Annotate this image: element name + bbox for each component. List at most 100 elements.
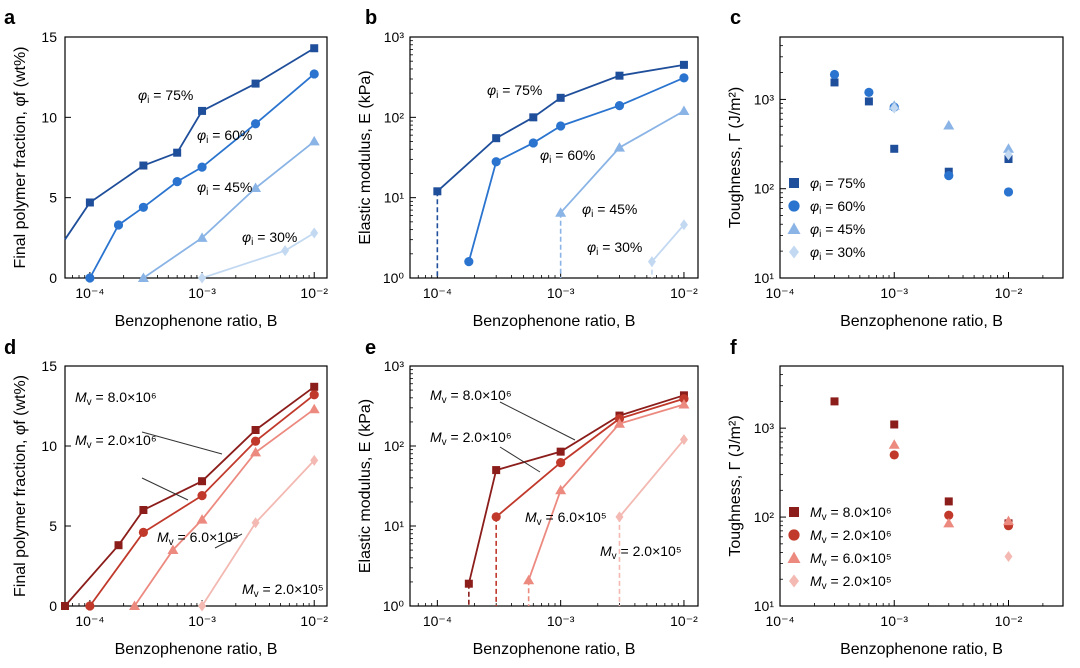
series-annotation: φi = 75% <box>138 87 193 106</box>
x-tick-label: 10⁻³ <box>547 285 575 301</box>
x-axis-label: Benzophenone ratio, B <box>115 641 278 658</box>
series-annotation: φi = 45% <box>197 179 252 198</box>
data-point <box>250 446 262 457</box>
legend-marker <box>789 178 799 188</box>
data-point <box>491 157 501 167</box>
data-point <box>251 79 260 88</box>
y-tick-label: 10² <box>384 438 405 454</box>
legend-marker <box>788 529 800 541</box>
data-point <box>1002 143 1014 153</box>
legend-marker <box>789 574 799 588</box>
data-point <box>944 510 954 520</box>
y-tick-label: 10¹ <box>384 518 405 534</box>
series-1 <box>64 44 319 240</box>
series-3 <box>523 399 690 606</box>
y-tick-label: 10¹ <box>754 270 775 286</box>
panel-letter: d <box>4 337 16 359</box>
series-4 <box>615 434 688 606</box>
series-annotation: Mv = 8.0×10⁶ <box>430 387 512 406</box>
data-point <box>888 439 900 449</box>
y-tick-label: 10⁰ <box>383 270 405 286</box>
data-point <box>310 44 319 53</box>
data-point <box>113 220 124 230</box>
data-point <box>250 182 262 193</box>
leader-line <box>499 446 541 473</box>
series-4 <box>198 227 319 284</box>
data-point <box>890 144 899 153</box>
x-tick-label: 10⁻⁴ <box>423 613 452 629</box>
y-axis-label: Elastic modulus, E (kPa) <box>357 70 374 244</box>
data-point <box>944 171 954 181</box>
legend-marker <box>788 200 800 212</box>
data-point <box>138 202 149 212</box>
y-tick-label: 15 <box>41 29 57 45</box>
y-tick-label: 5 <box>49 190 57 206</box>
data-point <box>85 273 95 283</box>
series-4 <box>890 102 1013 161</box>
y-tick-label: 0 <box>49 270 57 286</box>
x-tick-label: 10⁻² <box>670 613 698 629</box>
data-point <box>251 517 260 529</box>
series-annotation: φi = 30% <box>587 239 642 258</box>
series-line <box>64 386 315 607</box>
panel-letter: c <box>730 7 741 29</box>
data-point <box>864 97 873 106</box>
legend-label: φi = 75% <box>810 175 865 194</box>
data-point <box>61 602 69 610</box>
x-tick-label: 10⁻⁴ <box>766 613 795 629</box>
y-tick-label: 10¹ <box>754 598 775 614</box>
series-1 <box>464 391 688 606</box>
leader-line <box>499 401 576 441</box>
panel-b: b 10⁻⁴ 10⁻³ 10⁻² 10⁰ 10¹ 10² 10³ Benzophenone ra… <box>357 7 699 330</box>
series-2 <box>85 390 319 611</box>
series-annotation: φi = 60% <box>197 127 252 146</box>
data-point <box>556 93 565 102</box>
data-point <box>172 177 182 187</box>
panel-letter: e <box>365 337 376 359</box>
x-tick-label: 10⁻³ <box>547 613 575 629</box>
series-1 <box>830 78 1013 176</box>
data-point <box>139 506 148 514</box>
data-point <box>310 227 319 239</box>
data-point <box>613 142 625 152</box>
legend-label: Mv = 8.0×10⁶ <box>810 504 892 523</box>
series-annotation: Mv = 2.0×10⁵ <box>600 543 682 562</box>
series-annotation: Mv = 2.0×10⁶ <box>430 429 512 448</box>
data-point <box>1003 187 1014 197</box>
series-annotation: Mv = 6.0×10⁵ <box>525 509 607 528</box>
panel-letter: f <box>730 337 737 359</box>
series-line <box>495 397 685 518</box>
legend-marker <box>789 507 799 517</box>
x-tick-label: 10⁻² <box>995 613 1023 629</box>
series-annotation: Mv = 6.0×10⁵ <box>157 529 239 548</box>
data-point <box>309 69 319 79</box>
leader-line <box>141 431 223 455</box>
y-tick-label: 15 <box>41 358 57 374</box>
data-point <box>555 484 567 495</box>
plot-frame <box>409 36 699 279</box>
data-point <box>529 113 538 122</box>
y-tick-label: 10² <box>754 509 775 525</box>
data-point <box>678 105 690 115</box>
x-tick-label: 10⁻² <box>670 285 698 301</box>
data-point <box>944 497 953 506</box>
series-line <box>64 47 315 240</box>
data-point <box>528 138 538 148</box>
x-tick-label: 10⁻⁴ <box>423 285 452 301</box>
data-point <box>310 382 319 391</box>
data-point <box>1004 149 1013 161</box>
data-point <box>198 477 207 486</box>
y-tick-label: 10³ <box>754 91 775 107</box>
leader-line <box>141 477 189 501</box>
y-tick-label: 10 <box>41 109 57 125</box>
data-point <box>679 394 689 404</box>
y-tick-label: 10³ <box>384 29 405 45</box>
data-point <box>464 579 473 588</box>
panel-letter: b <box>365 7 377 29</box>
legend-marker <box>787 551 801 563</box>
data-point <box>1004 551 1013 563</box>
data-point <box>555 207 567 217</box>
data-point <box>556 458 566 468</box>
data-point <box>464 257 474 267</box>
